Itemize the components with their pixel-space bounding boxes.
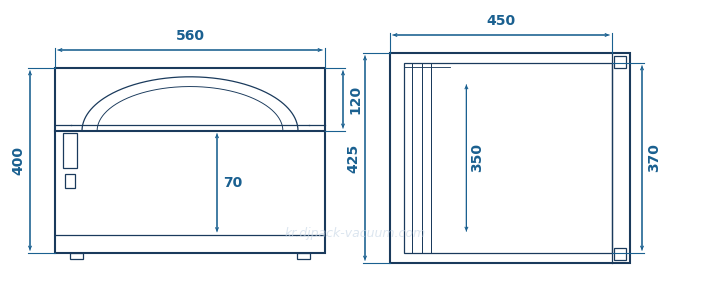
Bar	[63, 133, 77, 167]
Text: 425: 425	[346, 143, 360, 173]
Bar	[404, 63, 612, 253]
Text: 450: 450	[486, 14, 515, 28]
Bar	[614, 56, 626, 68]
Bar	[55, 68, 325, 253]
Text: 120: 120	[348, 85, 362, 114]
Text: kr.djpack-vacuum.com: kr.djpack-vacuum.com	[285, 227, 426, 240]
Bar	[390, 53, 630, 263]
Text: 560: 560	[176, 29, 205, 43]
Bar	[297, 253, 310, 259]
Bar	[614, 248, 626, 260]
Text: 370: 370	[647, 144, 661, 173]
Text: 400: 400	[11, 146, 25, 175]
Text: 350: 350	[471, 144, 484, 173]
Bar	[70, 253, 83, 259]
Bar	[65, 175, 75, 188]
Text: 70: 70	[223, 176, 242, 190]
